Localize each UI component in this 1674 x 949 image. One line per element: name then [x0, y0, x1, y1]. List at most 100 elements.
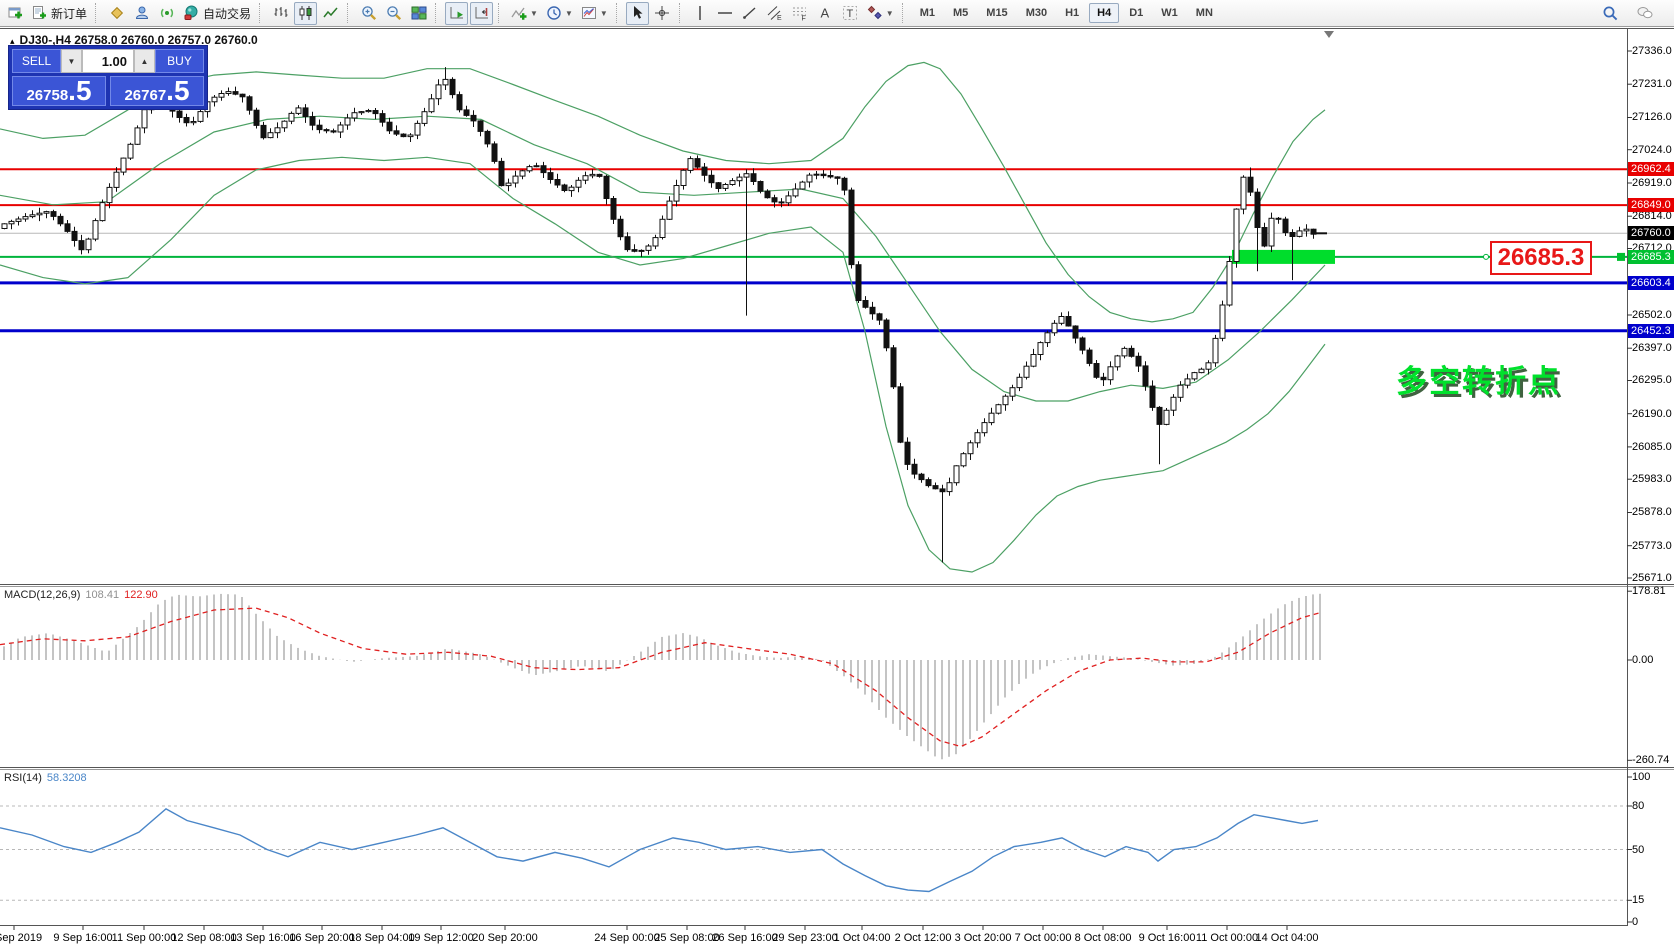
volume-down-button[interactable]: ▼ — [61, 49, 82, 73]
axis-tick-marks — [13, 50, 1632, 930]
chevron-down-icon[interactable]: ▼ — [564, 8, 573, 18]
buy-price-frac: .5 — [166, 75, 190, 106]
auto-scroll-button[interactable] — [445, 1, 469, 25]
tab-timeframe-m1[interactable]: M1 — [919, 7, 935, 19]
level-end-marker — [1617, 252, 1625, 261]
line-chart-button[interactable] — [319, 2, 342, 25]
text-label-button[interactable]: T — [839, 2, 862, 25]
price-callout-label: 26685.3 — [1490, 241, 1592, 275]
periods-button[interactable]: ▼ — [543, 2, 576, 25]
candlestick-chart-button[interactable] — [294, 1, 318, 25]
chevron-down-icon[interactable]: ▼ — [885, 8, 894, 18]
signals-button[interactable] — [155, 2, 178, 25]
zoom-in-button[interactable] — [357, 2, 380, 25]
indicators-button[interactable]: ▼ — [508, 2, 541, 25]
macd-signal-line — [0, 607, 1321, 748]
horizontal-line-button[interactable] — [714, 2, 737, 25]
tab-timeframe-h1[interactable]: H1 — [1065, 7, 1080, 19]
crosshair-icon — [655, 6, 670, 20]
chart-shift-marker[interactable] — [1324, 31, 1334, 38]
sell-button[interactable]: SELL — [12, 49, 61, 73]
price-axis-tick: 27024.0 — [1632, 143, 1672, 156]
collapse-panel-icon[interactable]: ▴ — [10, 36, 15, 46]
price-level-badge: 26849.0 — [1628, 198, 1674, 213]
chart-shift-button[interactable] — [470, 1, 494, 25]
fibonacci-button[interactable]: F — [789, 2, 812, 25]
chat-icon — [1637, 7, 1652, 19]
chart-title-text: DJ30-,H4 26758.0 26760.0 26757.0 26760.0 — [19, 33, 258, 47]
candlestick-chart-icon — [299, 6, 312, 20]
tab-timeframe-d1[interactable]: D1 — [1129, 7, 1144, 19]
sell-price-button[interactable]: 26758.5 — [12, 76, 106, 106]
sell-price-main: 26758 — [26, 87, 69, 104]
tab-timeframe-mn[interactable]: MN — [1195, 7, 1213, 19]
rsi-level-lines — [0, 805, 1627, 901]
tab-timeframe-w1[interactable]: W1 — [1161, 7, 1178, 19]
tab-timeframe-m5[interactable]: M5 — [953, 7, 969, 19]
macd-main-value: 108.41 — [85, 589, 120, 601]
shapes-button[interactable]: ▼ — [864, 2, 897, 25]
zoom-out-button[interactable] — [382, 2, 405, 25]
rsi-line — [0, 808, 1319, 893]
vertical-line-icon — [699, 6, 702, 20]
text-button[interactable]: A — [814, 2, 837, 25]
price-axis: 27336.0 27231.0 27126.0 27024.0 26919.0 26814… — [1628, 28, 1674, 949]
line-chart-icon — [322, 7, 338, 18]
crosshair-button[interactable] — [651, 2, 674, 25]
zoom-out-icon — [386, 6, 401, 21]
price-axis-tick: 26085.0 — [1632, 440, 1672, 453]
profiles-button[interactable] — [130, 2, 153, 25]
tab-timeframe-h4[interactable]: H4 — [1089, 3, 1120, 23]
equidistant-channel-icon: E — [767, 6, 782, 21]
text-icon: A — [821, 6, 830, 21]
callout-anchor — [1483, 253, 1489, 260]
toolbar-right-group — [1592, 2, 1662, 25]
buy-price-button[interactable]: 26767.5 — [110, 76, 204, 106]
chat-button[interactable] — [1633, 2, 1656, 25]
search-button[interactable] — [1598, 2, 1621, 25]
tab-timeframe-m15[interactable]: M15 — [986, 7, 1008, 19]
rsi-label: RSI(14) 58.3208 — [4, 772, 87, 784]
volume-input[interactable] — [82, 49, 134, 73]
macd-signal-value: 122.90 — [124, 589, 158, 601]
buy-button[interactable]: BUY — [155, 49, 204, 73]
price-axis-tick: 26919.0 — [1632, 176, 1672, 189]
new-chart-button[interactable] — [3, 2, 26, 25]
price-axis-tick: 26190.0 — [1632, 407, 1672, 420]
price-axis-tick: 27126.0 — [1632, 111, 1672, 124]
chevron-down-icon[interactable]: ▼ — [530, 8, 538, 18]
cursor-button[interactable] — [625, 1, 649, 25]
rsi-axis-tick: 15 — [1632, 894, 1645, 907]
volume-up-button[interactable]: ▲ — [134, 49, 155, 73]
macd-histogram — [3, 593, 1321, 760]
price-level-badge: 26962.4 — [1628, 162, 1674, 177]
vertical-line-button[interactable] — [689, 2, 712, 25]
auto-scroll-icon — [450, 7, 463, 19]
date-label: 3 Oct 20:00 — [954, 932, 1012, 944]
macd-axis-tick: 0.00 — [1632, 654, 1654, 666]
new-order-button[interactable]: 新订单 — [28, 2, 90, 25]
date-label: 20 Sep 20:00 — [472, 932, 538, 944]
charts-list-icon — [110, 6, 123, 20]
svg-text:E: E — [777, 15, 782, 21]
templates-button[interactable]: ▼ — [578, 2, 611, 25]
equidistant-channel-button[interactable]: E — [764, 2, 787, 25]
toolbar-separator — [347, 3, 352, 23]
tile-windows-button[interactable] — [407, 2, 430, 25]
price-level-badge: 26685.3 — [1628, 249, 1674, 264]
profiles-icon — [135, 6, 148, 19]
date-label: 8 Oct 08:00 — [1074, 932, 1132, 944]
auto-trading-button[interactable]: 自动交易 — [180, 2, 254, 25]
macd-name: MACD(12,26,9) — [4, 589, 81, 601]
bar-chart-button[interactable] — [269, 2, 292, 25]
date-label: 5 Sep 2019 — [0, 932, 43, 944]
price-level-badge: 26760.0 — [1628, 226, 1674, 241]
charts-list-button[interactable] — [105, 2, 128, 25]
date-label: 9 Sep 16:00 — [53, 932, 113, 944]
tab-timeframe-m30[interactable]: M30 — [1025, 7, 1048, 19]
chevron-down-icon[interactable]: ▼ — [599, 8, 608, 18]
trendline-button[interactable] — [739, 2, 762, 25]
toolbar-separator — [901, 3, 907, 23]
